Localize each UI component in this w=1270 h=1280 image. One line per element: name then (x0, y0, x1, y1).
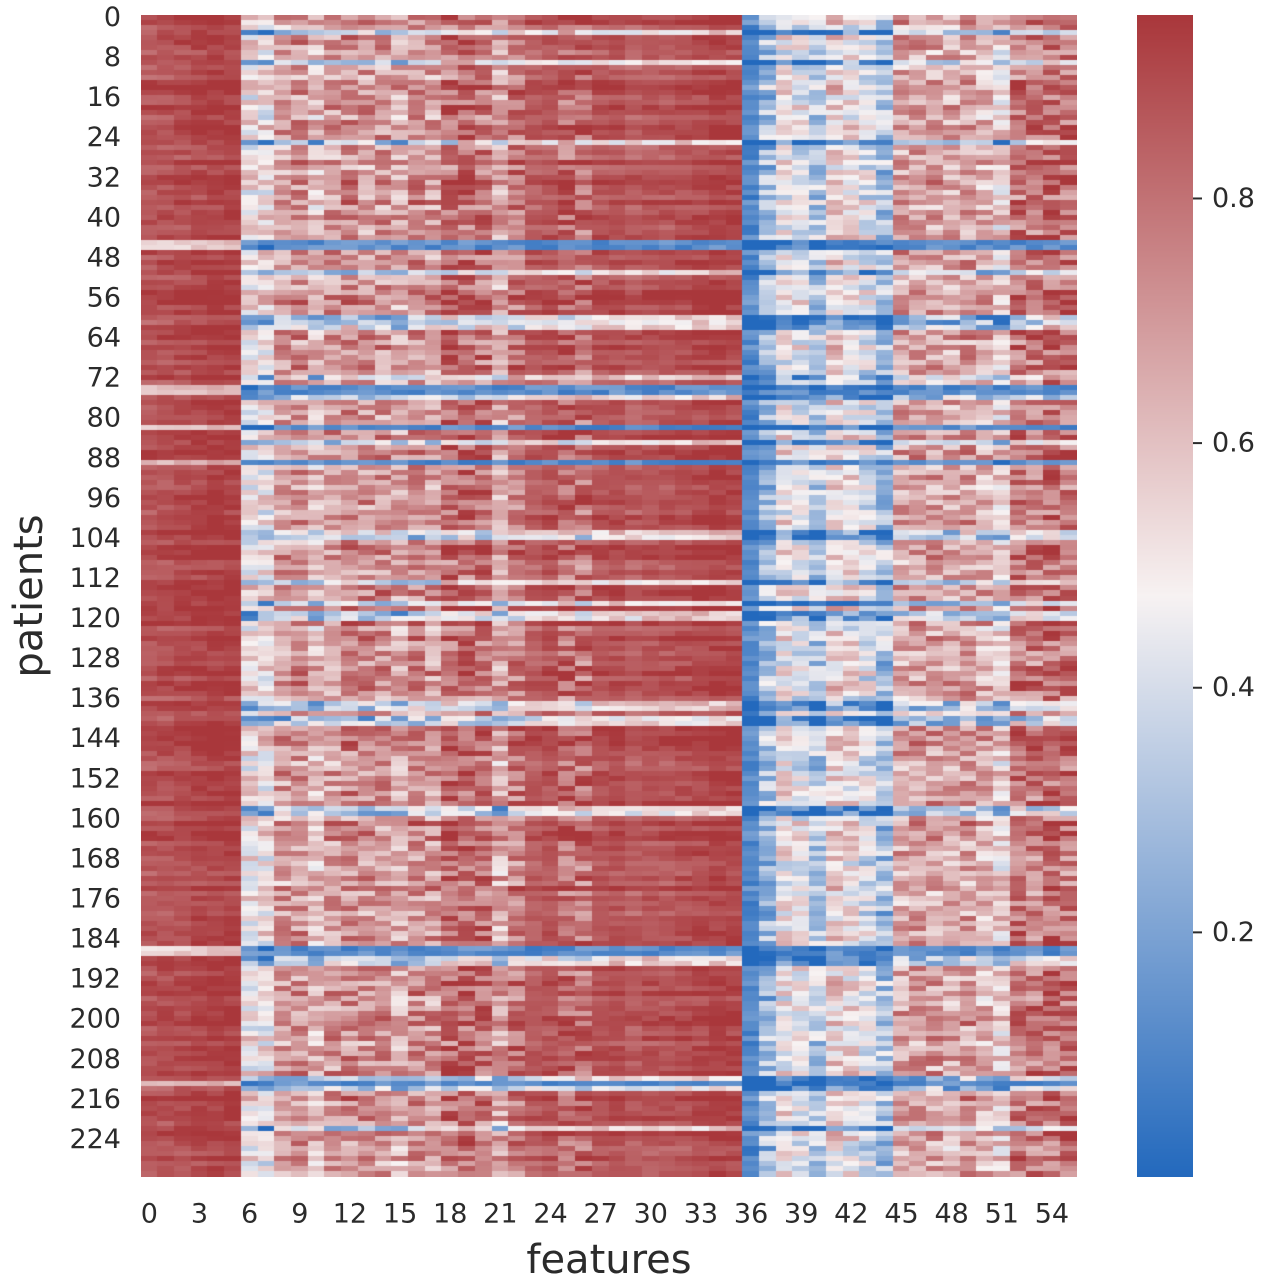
x-tick-label: 12 (333, 1199, 367, 1230)
y-tick-label: 184 (69, 924, 121, 955)
colorbar-tick-label: 0.8 (1212, 183, 1255, 214)
x-tick-label: 30 (634, 1199, 668, 1230)
y-tick-label: 176 (69, 884, 121, 915)
y-tick-label: 216 (69, 1084, 121, 1115)
colorbar-tick-label: 0.4 (1212, 672, 1255, 703)
y-tick-label: 0 (104, 2, 121, 33)
y-tick-label: 56 (87, 282, 121, 313)
colorbar-tick-label: 0.6 (1212, 428, 1255, 459)
y-tick-label: 168 (69, 843, 121, 874)
y-tick-label: 16 (87, 82, 121, 113)
y-tick-label: 160 (69, 803, 121, 834)
y-tick-label: 72 (87, 363, 121, 394)
y-tick-label: 8 (104, 42, 121, 73)
y-axis-ticks: 0 8 16 24 32 40 48 56 64 72 80 88 96 104 112 120 128 136 1… (69, 2, 121, 1155)
x-tick-label: 27 (583, 1199, 617, 1230)
y-tick-label: 208 (69, 1044, 121, 1075)
x-axis-title: features (526, 1237, 691, 1280)
heatmap-cells (141, 15, 1077, 1177)
x-tick-label: 0 (141, 1199, 158, 1230)
y-tick-label: 32 (87, 162, 121, 193)
x-tick-label: 15 (383, 1199, 417, 1230)
y-tick-label: 120 (69, 603, 121, 634)
x-tick-label: 51 (985, 1199, 1019, 1230)
y-tick-label: 96 (87, 483, 121, 514)
y-tick-label: 48 (87, 242, 121, 273)
x-tick-label: 39 (784, 1199, 818, 1230)
y-tick-label: 112 (69, 563, 121, 594)
x-tick-label: 9 (291, 1199, 308, 1230)
y-tick-label: 192 (69, 964, 121, 995)
y-tick-label: 224 (69, 1124, 121, 1155)
x-tick-label: 36 (734, 1199, 768, 1230)
y-tick-label: 40 (87, 202, 121, 233)
y-tick-label: 200 (69, 1004, 121, 1035)
x-axis-ticks: 0 3 6 9 12 15 18 21 24 27 30 33 36 39 42 45 48 51 54 (141, 1199, 1069, 1230)
x-tick-label: 33 (684, 1199, 718, 1230)
y-tick-label: 64 (87, 323, 121, 354)
x-tick-label: 42 (834, 1199, 868, 1230)
colorbar (1137, 15, 1193, 1177)
x-tick-label: 45 (884, 1199, 918, 1230)
colorbar-tick-label: 0.2 (1212, 917, 1255, 948)
x-tick-label: 21 (483, 1199, 517, 1230)
y-tick-label: 144 (69, 723, 121, 754)
x-tick-label: 18 (433, 1199, 467, 1230)
y-tick-label: 80 (87, 403, 121, 434)
x-tick-label: 48 (934, 1199, 968, 1230)
x-tick-label: 6 (241, 1199, 258, 1230)
y-tick-label: 152 (69, 763, 121, 794)
y-axis-title: patients (6, 514, 52, 677)
y-tick-label: 88 (87, 443, 121, 474)
y-tick-label: 104 (69, 523, 121, 554)
x-tick-label: 24 (533, 1199, 567, 1230)
x-tick-label: 3 (191, 1199, 208, 1230)
y-tick-label: 24 (87, 122, 121, 153)
x-tick-label: 54 (1035, 1199, 1069, 1230)
colorbar-ticks: 0.2 0.4 0.6 0.8 (1193, 183, 1255, 948)
y-tick-label: 128 (69, 643, 121, 674)
y-tick-label: 136 (69, 683, 121, 714)
